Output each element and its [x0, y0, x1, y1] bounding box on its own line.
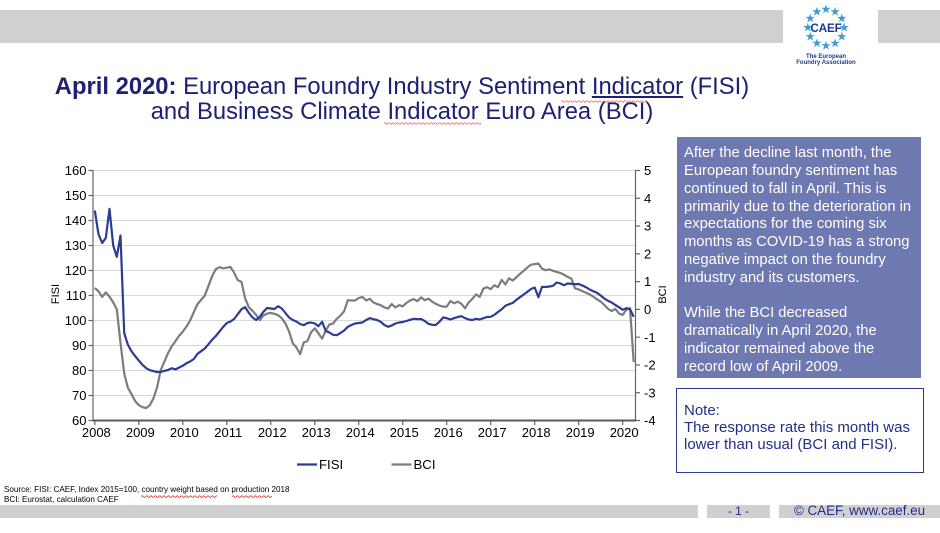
svg-text:0: 0 — [644, 302, 651, 317]
svg-text:2016: 2016 — [434, 425, 463, 440]
svg-text:2010: 2010 — [170, 425, 199, 440]
svg-text:80: 80 — [72, 363, 86, 378]
svg-text:100: 100 — [65, 313, 87, 328]
svg-text:2015: 2015 — [390, 425, 419, 440]
svg-text:150: 150 — [65, 188, 87, 203]
svg-text:-2: -2 — [644, 358, 656, 373]
svg-text:120: 120 — [65, 263, 87, 278]
svg-text:2020: 2020 — [610, 425, 639, 440]
svg-text:FISI: FISI — [319, 457, 343, 472]
svg-text:90: 90 — [72, 338, 86, 353]
svg-text:2014: 2014 — [346, 425, 375, 440]
svg-text:2017: 2017 — [478, 425, 507, 440]
svg-text:2011: 2011 — [214, 425, 242, 440]
svg-text:2013: 2013 — [302, 425, 331, 440]
svg-text:5: 5 — [644, 163, 651, 178]
svg-text:110: 110 — [66, 288, 87, 303]
svg-text:-4: -4 — [644, 413, 656, 428]
svg-text:70: 70 — [72, 388, 86, 403]
svg-text:160: 160 — [65, 163, 87, 178]
svg-text:BCI: BCI — [414, 457, 436, 472]
svg-text:2009: 2009 — [126, 425, 155, 440]
svg-text:FISI: FISI — [50, 284, 62, 304]
svg-text:2012: 2012 — [258, 425, 287, 440]
svg-text:-1: -1 — [644, 330, 656, 345]
svg-text:130: 130 — [65, 238, 87, 253]
svg-text:2008: 2008 — [82, 425, 111, 440]
svg-text:2: 2 — [644, 246, 651, 261]
svg-text:2018: 2018 — [522, 425, 551, 440]
svg-text:1: 1 — [644, 274, 651, 289]
svg-text:CAEF: CAEF — [810, 21, 841, 35]
svg-text:BCI: BCI — [657, 285, 669, 303]
svg-text:4: 4 — [644, 191, 651, 206]
svg-text:3: 3 — [644, 219, 651, 234]
svg-text:60: 60 — [72, 413, 86, 428]
svg-text:2019: 2019 — [566, 425, 595, 440]
svg-text:140: 140 — [65, 213, 87, 228]
svg-text:-3: -3 — [644, 385, 656, 400]
